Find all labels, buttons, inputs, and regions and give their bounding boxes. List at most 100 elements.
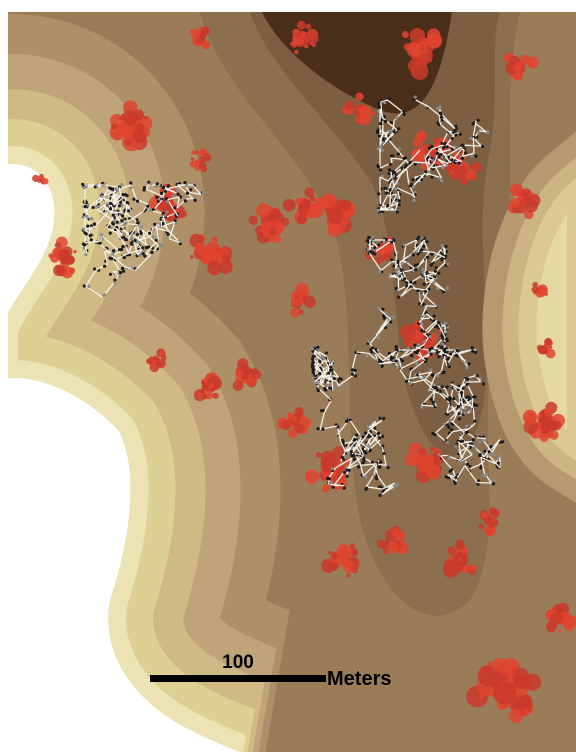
location-fix (136, 233, 139, 236)
location-fix (410, 183, 413, 186)
location-fix (397, 127, 400, 130)
location-fix (164, 190, 167, 193)
location-fix (423, 283, 426, 286)
location-fix (121, 267, 124, 270)
location-fix (118, 248, 121, 251)
location-fix (357, 465, 360, 468)
location-fix (439, 153, 442, 156)
location-fix (367, 340, 370, 343)
red-patch (309, 203, 324, 218)
location-fix (175, 222, 178, 225)
track-segment (475, 438, 486, 439)
location-fix (364, 488, 367, 491)
location-fix (114, 187, 117, 190)
red-patch (297, 21, 306, 30)
red-patch (299, 201, 310, 212)
location-fix (389, 320, 392, 323)
location-fix (153, 223, 156, 226)
red-patch (510, 198, 520, 208)
location-fix (446, 263, 449, 266)
location-fix (404, 156, 407, 159)
red-patch (212, 252, 219, 259)
location-fix (112, 214, 115, 217)
location-fix (120, 183, 123, 186)
red-patch (222, 253, 231, 262)
location-fix (354, 374, 357, 377)
red-patch (191, 150, 196, 155)
red-patch (546, 621, 557, 632)
location-fix (84, 253, 87, 256)
location-fix (173, 206, 176, 209)
location-fix (140, 232, 143, 235)
location-fix (390, 356, 393, 359)
location-fix (102, 294, 105, 297)
red-patch (201, 26, 210, 35)
location-fix (316, 427, 319, 430)
location-fix (430, 353, 433, 356)
location-fix (116, 221, 119, 224)
location-fix (367, 445, 370, 448)
red-patch (513, 64, 521, 72)
location-fix (396, 260, 399, 263)
red-patch (419, 460, 423, 464)
red-patch (549, 431, 558, 440)
location-fix (464, 407, 467, 410)
location-fix (420, 406, 423, 409)
red-patch (201, 384, 208, 391)
location-fix (86, 225, 89, 228)
location-fix (364, 475, 367, 478)
location-fix (464, 431, 467, 434)
location-fix (93, 222, 96, 225)
location-fix (443, 371, 446, 374)
location-fix (330, 481, 333, 484)
red-patch (433, 137, 439, 143)
track-segment (186, 199, 193, 200)
location-fix (383, 101, 386, 104)
location-fix (172, 194, 175, 197)
location-fix (454, 134, 457, 137)
red-patch (191, 157, 195, 161)
location-fix (369, 449, 372, 452)
location-fix (412, 199, 415, 202)
location-fix (311, 361, 314, 364)
location-fix (430, 264, 433, 267)
location-fix (442, 343, 445, 346)
location-fix (184, 199, 187, 202)
location-fix (436, 107, 439, 110)
location-fix (457, 405, 460, 408)
red-patch (331, 552, 339, 560)
location-fix (445, 145, 448, 148)
location-fix (89, 234, 92, 237)
location-fix (382, 137, 385, 140)
location-fix (422, 245, 425, 248)
location-fix (447, 476, 450, 479)
red-patch (513, 208, 516, 211)
location-fix (450, 428, 453, 431)
location-fix (81, 183, 84, 186)
location-fix (378, 135, 381, 138)
location-fix (473, 420, 476, 423)
location-fix (83, 243, 86, 246)
location-fix (176, 189, 179, 192)
location-fix (403, 243, 406, 246)
location-fix (377, 102, 380, 105)
location-fix (166, 200, 169, 203)
location-fix (447, 456, 450, 459)
location-fix (441, 244, 444, 247)
red-patch (489, 507, 497, 515)
red-patch (377, 540, 386, 549)
red-patch (426, 33, 442, 49)
red-patch (481, 512, 487, 518)
location-fix (123, 256, 126, 259)
location-fix (113, 278, 116, 281)
red-patch (281, 420, 291, 430)
location-fix (446, 357, 449, 360)
red-patch (306, 24, 312, 30)
location-fix (389, 163, 392, 166)
location-fix (378, 105, 381, 108)
location-fix (353, 369, 356, 372)
red-patch (383, 550, 388, 555)
location-fix (444, 322, 447, 325)
location-fix (425, 240, 428, 243)
red-patch (74, 250, 77, 253)
